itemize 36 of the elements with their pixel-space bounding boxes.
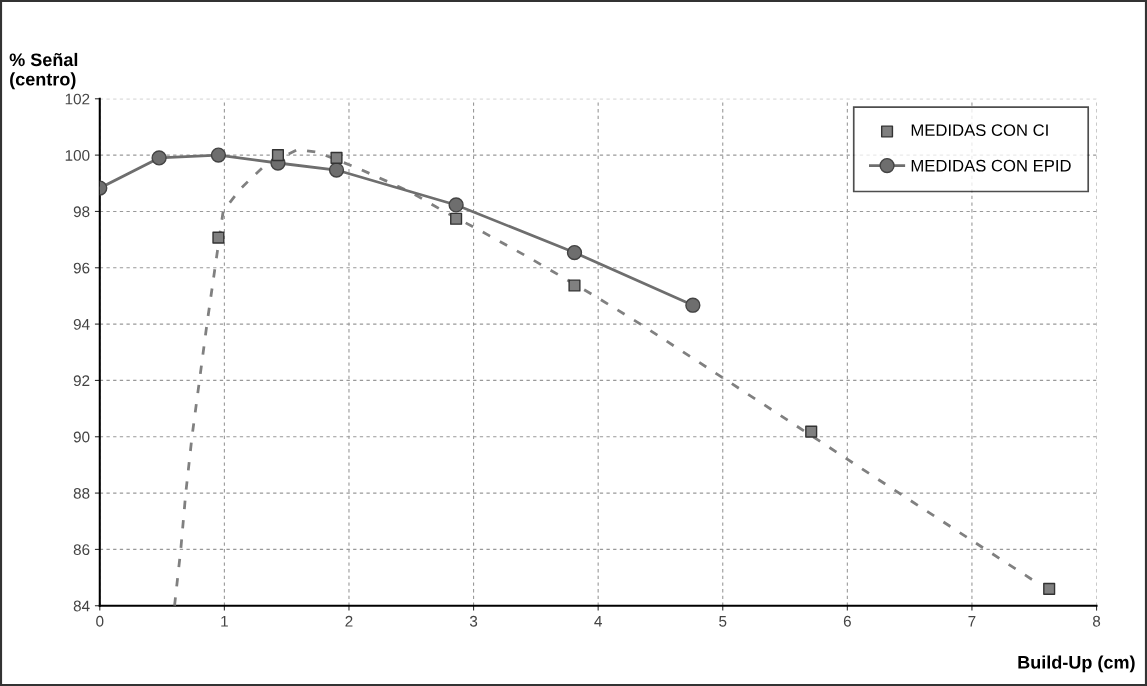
- point: [210, 147, 227, 163]
- point: [151, 150, 167, 166]
- y-tick-label: 102: [65, 93, 90, 105]
- legend-label: MEDIDAS CON CI: [911, 124, 1048, 137]
- point: [568, 279, 581, 292]
- y-tick-label: 84: [73, 600, 90, 612]
- y-tick-label: 92: [73, 375, 90, 387]
- y-tick-label: 90: [73, 431, 90, 443]
- point: [448, 197, 464, 213]
- x-tick-label: 1: [221, 616, 228, 627]
- x-tick-label: 8: [1092, 615, 1101, 627]
- point: [805, 425, 818, 438]
- point: [450, 212, 463, 225]
- x-tick-label: 0: [96, 615, 104, 627]
- y-tick-label: 98: [73, 206, 90, 218]
- y-tick-label: 88: [73, 487, 90, 499]
- point: [212, 231, 225, 244]
- x-tick-label: 2: [345, 615, 353, 627]
- point: [1043, 582, 1056, 595]
- x-tick-label: 3: [469, 615, 478, 627]
- y-tick-label: 100: [65, 149, 90, 161]
- point: [328, 162, 345, 178]
- x-tick-label: 5: [719, 616, 727, 627]
- x-tick-label: 6: [843, 615, 851, 627]
- point: [685, 297, 701, 313]
- x-tick-label: 7: [968, 616, 976, 627]
- x-tick-label: 4: [594, 616, 602, 627]
- point: [330, 151, 343, 165]
- y-tick-label: 94: [73, 318, 90, 330]
- point: [271, 149, 285, 162]
- point: [566, 244, 583, 261]
- y-axis-title: % Señal (centro): [9, 52, 78, 90]
- x-axis-title: Build-Up (cm): [1018, 655, 1135, 673]
- y-tick-label: 96: [73, 262, 90, 274]
- legend-label: MEDIDAS CON EPID: [911, 159, 1071, 172]
- y-tick-label: 86: [73, 544, 90, 556]
